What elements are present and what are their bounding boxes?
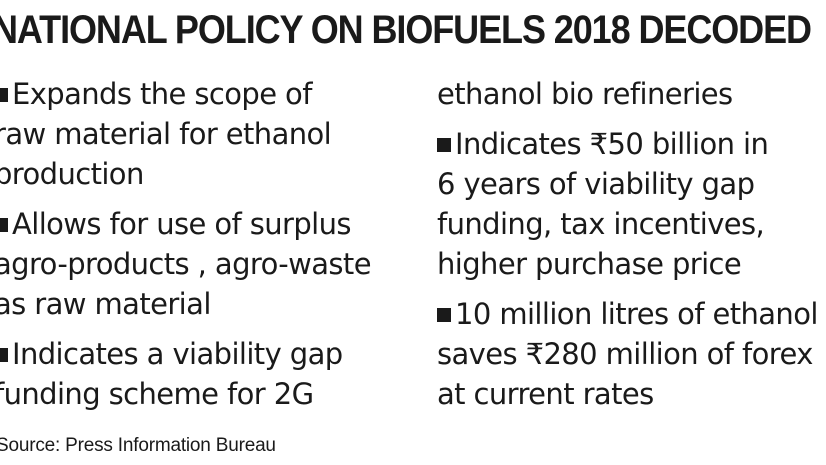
bullet-line: as raw material: [0, 287, 211, 321]
bullet-line: funding scheme for 2G: [0, 377, 314, 411]
square-bullet-icon: [437, 308, 451, 322]
bullet-line: at current rates: [437, 377, 654, 411]
bullet-item-surplus: Allows for use of surplus agro-products …: [0, 204, 414, 324]
square-bullet-icon: [437, 138, 451, 152]
bullet-item-forex: 10 million litres of ethanol saves ₹280 …: [437, 294, 826, 414]
bullet-line: raw material for ethanol: [0, 117, 332, 151]
square-bullet-icon: [0, 348, 8, 362]
left-column: Expands the scope of raw material for et…: [0, 74, 414, 424]
bullet-line: 6 years of viability gap: [437, 167, 755, 201]
bullet-line: agro-products , agro-waste: [0, 247, 372, 281]
bullet-line: Indicates a viability gap: [12, 337, 343, 371]
square-bullet-icon: [0, 218, 8, 232]
bullet-line: 10 million litres of ethanol: [455, 297, 818, 331]
bullet-line: saves ₹280 million of forex: [437, 337, 813, 371]
infographic-title: NATIONAL POLICY ON BIOFUELS 2018 DECODED: [0, 8, 812, 52]
bullet-item-scope: Expands the scope of raw material for et…: [0, 74, 414, 194]
bullet-item-viability-gap: Indicates a viability gap funding scheme…: [0, 334, 414, 414]
source-credit: Source: Press Information Bureau: [0, 435, 276, 456]
square-bullet-icon: [0, 88, 8, 102]
bullet-line: Indicates ₹50 billion in: [455, 127, 769, 161]
bullet-line: Expands the scope of: [12, 77, 312, 111]
right-column: ethanol bio refineries Indicates ₹50 bil…: [437, 74, 826, 424]
bullet-line: production: [0, 157, 144, 191]
bullet-line: Allows for use of surplus: [12, 207, 352, 241]
bullet-line: higher purchase price: [437, 247, 742, 281]
bullet-line: funding, tax incentives,: [437, 207, 765, 241]
bullet-line: ethanol bio refineries: [437, 77, 733, 111]
bullet-item-funding: Indicates ₹50 billion in 6 years of viab…: [437, 124, 826, 284]
bullet-item-continuation: ethanol bio refineries: [437, 74, 826, 114]
